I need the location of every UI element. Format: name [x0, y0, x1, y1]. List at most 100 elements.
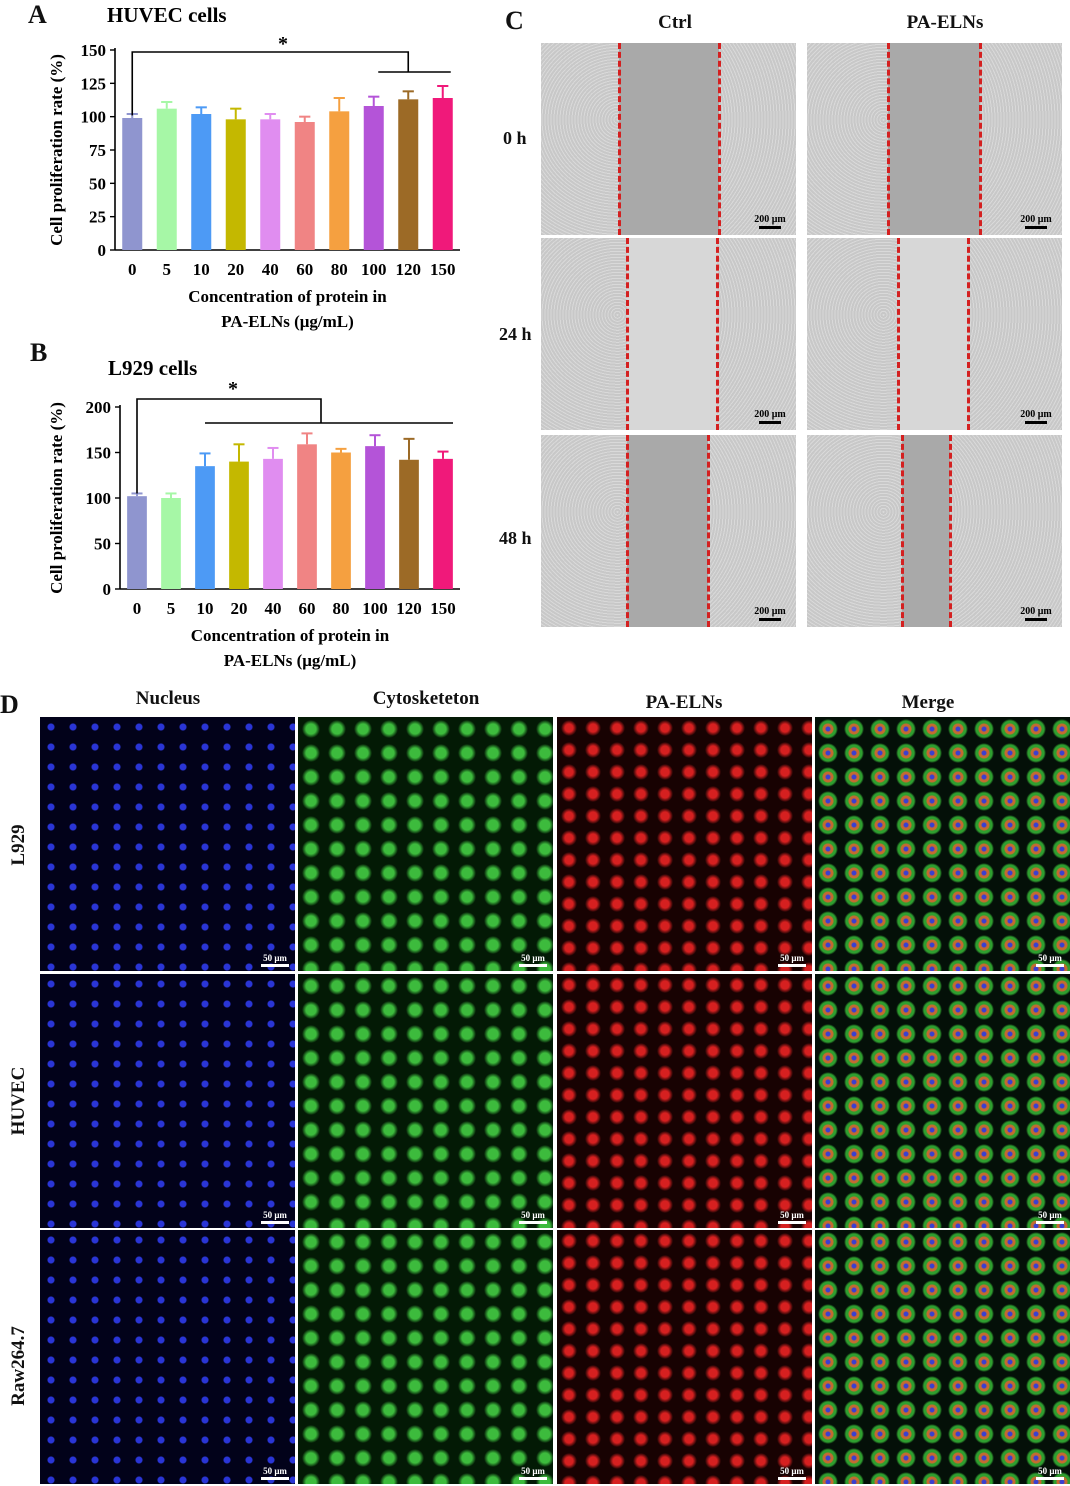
chart-a-xlabel-1: Concentration of protein in — [188, 287, 387, 306]
chart-b-bar-5 — [161, 498, 181, 589]
fluor-row-raw264: Raw264.7 — [8, 1326, 29, 1406]
fluor-col-cytoskeleton: Cytosketeton — [372, 688, 480, 709]
wound-edge-line — [618, 43, 621, 235]
chart-b-bar-40 — [263, 458, 283, 589]
chart-a-ytick-label: 50 — [89, 174, 106, 193]
chart-a-xtick-label: 120 — [396, 260, 422, 279]
scale-bar: 200 μm — [1014, 606, 1058, 621]
chart-a-ytick-label: 100 — [81, 108, 107, 127]
chart-b-xlabel-2: PA-ELNs (μg/mL) — [224, 651, 357, 670]
scale-bar-line — [778, 1221, 806, 1224]
fluor-image-l929-merge: 50 μm — [815, 717, 1070, 971]
wound-edge-line — [718, 43, 721, 235]
scale-bar-label: 200 μm — [1020, 606, 1052, 617]
chart-a-xlabel-2: PA-ELNs (μg/mL) — [221, 312, 354, 331]
scale-bar: 50 μm — [516, 1210, 550, 1224]
chart-b-significance-bracket — [136, 398, 453, 494]
scale-bar: 50 μm — [1033, 1210, 1067, 1224]
scale-bar-label: 50 μm — [1038, 1466, 1062, 1476]
wound-edge-line — [707, 435, 710, 627]
wound-gap — [627, 238, 717, 430]
chart-b: L929 cells Cell proliferation rate (%) 0 50… — [40, 345, 480, 675]
scale-bar: 50 μm — [775, 953, 809, 967]
scale-bar-line — [759, 421, 781, 424]
wound-edge-line — [979, 43, 982, 235]
fluor-image-raw264.7-pa-elns: 50 μm — [557, 1230, 812, 1484]
wound-edge-line — [887, 43, 890, 235]
chart-b-bar-100 — [365, 446, 385, 589]
scale-bar: 50 μm — [258, 1466, 292, 1480]
scale-bar-line — [261, 1477, 289, 1480]
wound-edge-line — [967, 238, 970, 430]
chart-b-title: L929 cells — [108, 356, 197, 380]
scale-bar-line — [1025, 618, 1047, 621]
chart-a-xtick-label: 60 — [296, 260, 313, 279]
chart-a-ytick-label: 75 — [89, 141, 106, 160]
scale-bar-line — [519, 1221, 547, 1224]
scale-bar-line — [519, 964, 547, 967]
wound-image-ctrl-24h: 200 μm — [541, 238, 796, 430]
wound-col-pa-elns: PA-ELNs — [906, 12, 984, 33]
scale-bar-label: 50 μm — [780, 953, 804, 963]
chart-b-xtick-label: 10 — [197, 599, 214, 618]
fluor-row-l929: L929 — [8, 824, 29, 866]
scale-bar: 200 μm — [1014, 409, 1058, 424]
scale-bar: 50 μm — [258, 953, 292, 967]
scale-bar-line — [1036, 1477, 1064, 1480]
wound-image-pa-elns-24h: 200 μm — [807, 238, 1062, 430]
chart-a-significance-bracket — [131, 51, 451, 116]
fluor-image-huvec-merge: 50 μm — [815, 974, 1070, 1228]
wound-edge-line — [626, 238, 629, 430]
wound-row-48h: 48 h — [499, 528, 532, 548]
chart-a-bar-0 — [122, 118, 143, 250]
scale-bar-label: 50 μm — [263, 953, 287, 963]
chart-b-xtick-label: 120 — [396, 599, 422, 618]
chart-b-ylabel: Cell proliferation rate (%) — [47, 402, 66, 594]
fluor-image-huvec-nucleus: 50 μm — [40, 974, 295, 1228]
scale-bar-label: 50 μm — [780, 1466, 804, 1476]
panel-label-c: C — [505, 6, 524, 35]
scale-bar: 200 μm — [748, 214, 792, 229]
chart-b-xlabel-1: Concentration of protein in — [191, 626, 390, 645]
scale-bar-line — [759, 226, 781, 229]
scale-bar-label: 200 μm — [1020, 409, 1052, 420]
chart-b-bar-150 — [433, 458, 453, 589]
scale-bar: 200 μm — [748, 606, 792, 621]
chart-a-bar-80 — [329, 111, 350, 250]
wound-edge-line — [901, 435, 904, 627]
chart-b-xtick-label: 150 — [430, 599, 456, 618]
chart-a-ytick-label: 150 — [81, 41, 107, 60]
scale-bar-label: 50 μm — [521, 953, 545, 963]
scale-bar-line — [759, 618, 781, 621]
chart-b-xtick-label: 0 — [133, 599, 142, 618]
scale-bar-line — [261, 964, 289, 967]
scale-bar: 50 μm — [516, 1466, 550, 1480]
chart-b-ytick-label: 100 — [86, 489, 112, 508]
wound-edge-line — [949, 435, 952, 627]
fluor-image-huvec-cytosketeton: 50 μm — [298, 974, 553, 1228]
scale-bar-label: 50 μm — [521, 1466, 545, 1476]
wound-edge-line — [626, 435, 629, 627]
panel-label-d: D — [0, 690, 19, 719]
wound-gap — [619, 43, 719, 235]
wound-col-ctrl: Ctrl — [658, 12, 692, 33]
fluor-image-huvec-pa-elns: 50 μm — [557, 974, 812, 1228]
wound-gap — [627, 435, 708, 627]
chart-b-xtick-label: 40 — [265, 599, 282, 618]
scale-bar-label: 50 μm — [263, 1466, 287, 1476]
chart-b-bar-60 — [297, 444, 317, 589]
wound-row-24h: 24 h — [499, 324, 532, 344]
chart-a-bar-10 — [191, 114, 212, 250]
scale-bar-label: 50 μm — [263, 1210, 287, 1220]
scale-bar-label: 200 μm — [754, 606, 786, 617]
chart-a-xtick-label: 10 — [193, 260, 210, 279]
chart-b-bar-10 — [195, 466, 215, 589]
wound-row-0h: 0 h — [503, 128, 527, 148]
scale-bar-label: 200 μm — [754, 214, 786, 225]
fluor-col-pa-elns: PA-ELNs — [645, 692, 723, 713]
scale-bar: 50 μm — [516, 953, 550, 967]
wound-edge-line — [897, 238, 900, 430]
chart-a-xtick-label: 150 — [430, 260, 456, 279]
chart-b-ytick-label: 50 — [94, 535, 111, 554]
chart-b-significance-star: * — [228, 378, 238, 400]
